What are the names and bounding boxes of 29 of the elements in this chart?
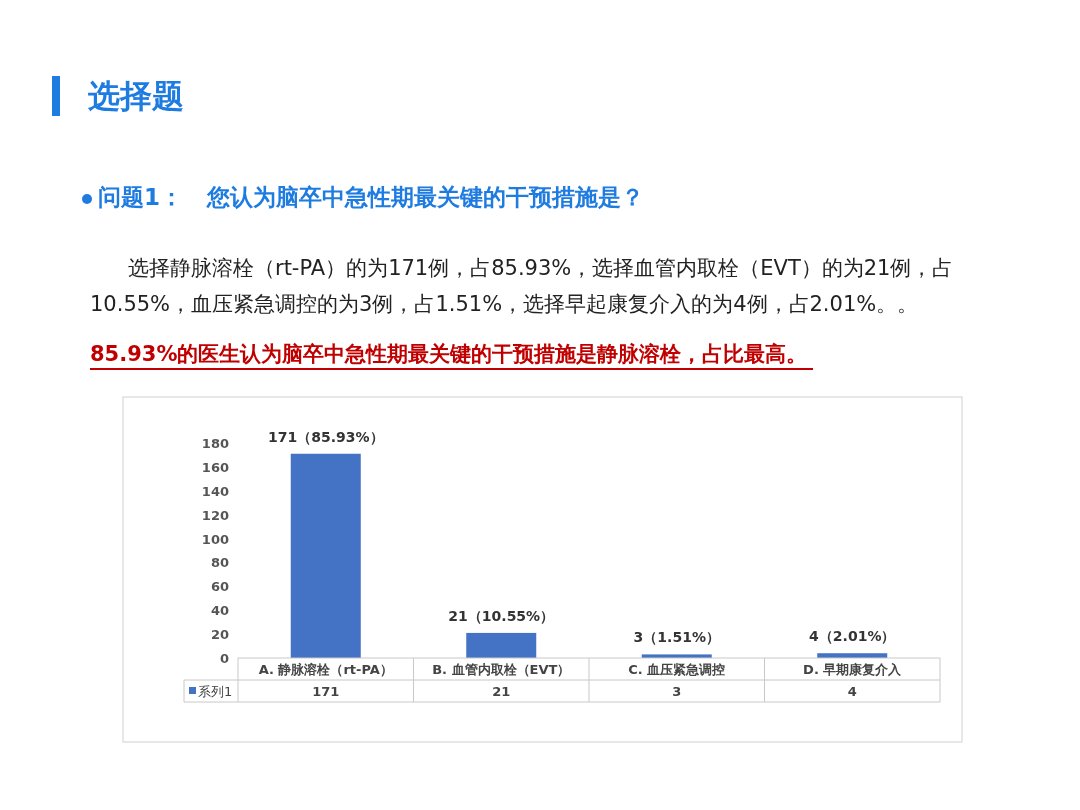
y-tick-label: 100 bbox=[201, 531, 229, 547]
bar bbox=[466, 632, 537, 658]
data-label: 171 bbox=[312, 684, 340, 699]
y-tick-label: 80 bbox=[210, 555, 229, 571]
annotation: 3（1.51%） bbox=[633, 629, 720, 646]
chart-title: 选择题 bbox=[52, 76, 184, 116]
chart-subtitle: 问题1： 您认为脑卒中急性期最关键的干预措施是？ bbox=[98, 184, 645, 210]
annotation: 21（10.55%） bbox=[448, 607, 555, 624]
y-tick-label: 20 bbox=[210, 627, 229, 643]
y-tick-label: 180 bbox=[201, 436, 229, 451]
y-tick-label: 60 bbox=[210, 579, 229, 595]
x-tick-label: D. 早期康复介入 bbox=[803, 662, 903, 677]
data-label: 21 bbox=[492, 684, 511, 699]
text: 85.93%的医生认为脑卒中急性期最关键的干预措施是静脉溶栓，占比最高。 bbox=[90, 340, 814, 370]
y-tick-label: 120 bbox=[201, 507, 229, 523]
y-tick-label: 140 bbox=[201, 483, 229, 499]
data-label: 3 bbox=[672, 684, 682, 699]
x-tick-label: A. 静脉溶栓（rt-PA） bbox=[258, 662, 393, 677]
annotation: 171（85.93%） bbox=[267, 428, 384, 445]
bar bbox=[290, 453, 361, 658]
y-tick-label: 0 bbox=[219, 651, 229, 666]
text: 选择静脉溶栓（rt-PA）的为171例，占85.93%，选择血管内取栓（EVT）的为21例，占10.55%，血压紧急调控的为3例，占1.51%，选择早起康复介入的为4例，占2.01%。。 bbox=[90, 255, 955, 318]
y-tick-label: 160 bbox=[201, 459, 229, 475]
legend-label: 系列1 bbox=[198, 684, 233, 699]
x-tick-label: C. 血压紧急调控 bbox=[628, 662, 726, 677]
x-tick-label: B. 血管内取栓（EVT） bbox=[432, 662, 571, 677]
data-label: 4 bbox=[847, 684, 857, 699]
y-tick-label: 40 bbox=[210, 603, 229, 619]
annotation: 4（2.01%） bbox=[809, 628, 896, 645]
